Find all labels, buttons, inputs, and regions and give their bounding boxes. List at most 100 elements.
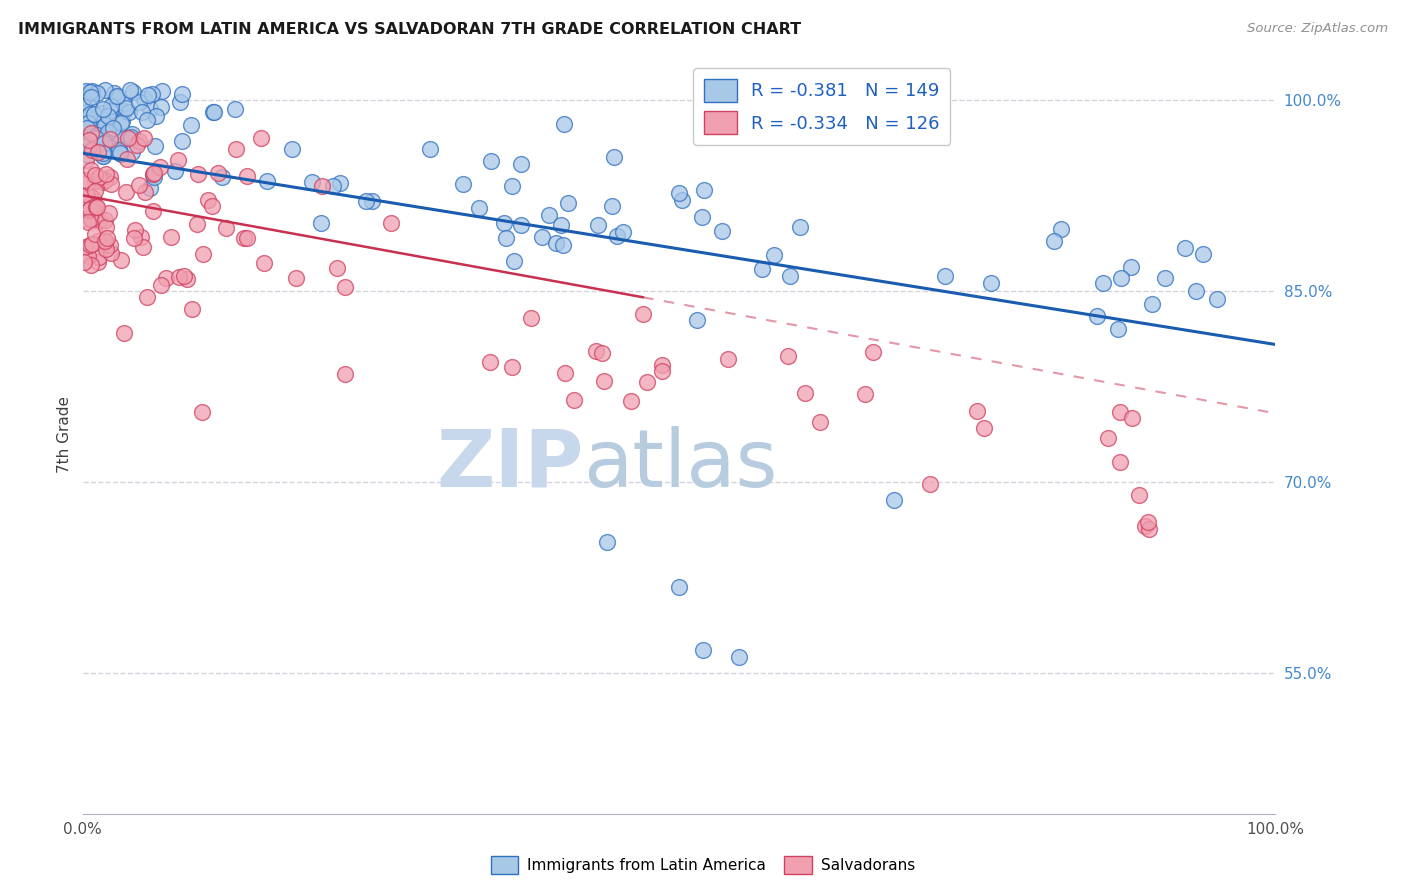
Point [235, 230, 257, 244]
Point [751, 262, 773, 277]
Point [143, 138, 166, 153]
Point [101, 121, 124, 136]
Point [668, 186, 690, 201]
Point [121, 145, 143, 159]
Point [128, 178, 150, 193]
Point [94, 83, 117, 97]
Point [97, 206, 120, 220]
Point [224, 102, 246, 116]
Point [90, 106, 112, 120]
Point [588, 218, 610, 232]
Point [83, 168, 105, 182]
Point [100, 99, 122, 113]
Point [309, 216, 332, 230]
Point [1109, 271, 1132, 285]
Point [83, 112, 105, 127]
Point [631, 307, 654, 321]
Point [84, 200, 107, 214]
Point [129, 229, 152, 244]
Point [333, 280, 356, 294]
Point [79, 99, 101, 113]
Point [329, 176, 352, 190]
Point [84, 130, 107, 145]
Point [112, 104, 135, 119]
Point [83, 184, 105, 198]
Point [98, 115, 121, 129]
Point [202, 105, 225, 120]
Point [100, 177, 122, 191]
Point [94, 118, 117, 132]
Point [554, 367, 576, 381]
Point [134, 185, 156, 199]
Point [80, 126, 103, 140]
Point [87, 213, 110, 227]
Point [180, 301, 202, 316]
Point [120, 129, 142, 144]
Legend: Immigrants from Latin America, Salvadorans: Immigrants from Latin America, Salvadora… [485, 850, 921, 880]
Point [118, 83, 141, 97]
Text: atlas: atlas [583, 425, 778, 504]
Point [79, 132, 101, 146]
Point [100, 246, 122, 260]
Point [333, 367, 356, 381]
Point [77, 109, 100, 123]
Point [686, 313, 709, 327]
Point [132, 240, 155, 254]
Point [94, 167, 117, 181]
Point [80, 90, 103, 104]
Point [73, 255, 96, 269]
Point [322, 179, 344, 194]
Point [105, 90, 128, 104]
Point [173, 268, 195, 283]
Point [125, 138, 148, 153]
Point [77, 132, 100, 146]
Point [117, 131, 139, 145]
Point [98, 104, 121, 119]
Point [165, 164, 187, 178]
Point [76, 175, 98, 189]
Point [501, 360, 523, 375]
Point [501, 178, 523, 193]
Point [83, 204, 105, 219]
Point [1119, 260, 1142, 274]
Point [538, 208, 561, 222]
Point [77, 148, 100, 162]
Point [690, 210, 713, 224]
Point [1205, 292, 1227, 306]
Point [191, 405, 214, 419]
Point [79, 163, 101, 178]
Point [793, 386, 815, 401]
Point [159, 230, 181, 244]
Point [176, 272, 198, 286]
Point [862, 345, 884, 359]
Point [1092, 277, 1115, 291]
Point [79, 237, 101, 252]
Point [80, 143, 103, 157]
Point [380, 216, 402, 230]
Point [169, 95, 191, 110]
Point [124, 223, 146, 237]
Point [150, 84, 173, 98]
Point [131, 105, 153, 120]
Point [103, 125, 125, 139]
Point [191, 246, 214, 260]
Point [115, 186, 138, 200]
Point [934, 269, 956, 284]
Point [82, 236, 104, 251]
Point [150, 100, 173, 114]
Point [354, 194, 377, 209]
Point [76, 121, 98, 136]
Point [187, 167, 209, 181]
Point [97, 109, 120, 123]
Point [86, 200, 108, 214]
Point [142, 168, 165, 182]
Point [110, 129, 132, 144]
Point [82, 143, 104, 157]
Point [284, 270, 307, 285]
Point [546, 236, 568, 251]
Point [112, 96, 135, 111]
Point [808, 415, 831, 429]
Legend: R = -0.381   N = 149, R = -0.334   N = 126: R = -0.381 N = 149, R = -0.334 N = 126 [693, 68, 950, 145]
Point [1097, 430, 1119, 444]
Point [94, 213, 117, 227]
